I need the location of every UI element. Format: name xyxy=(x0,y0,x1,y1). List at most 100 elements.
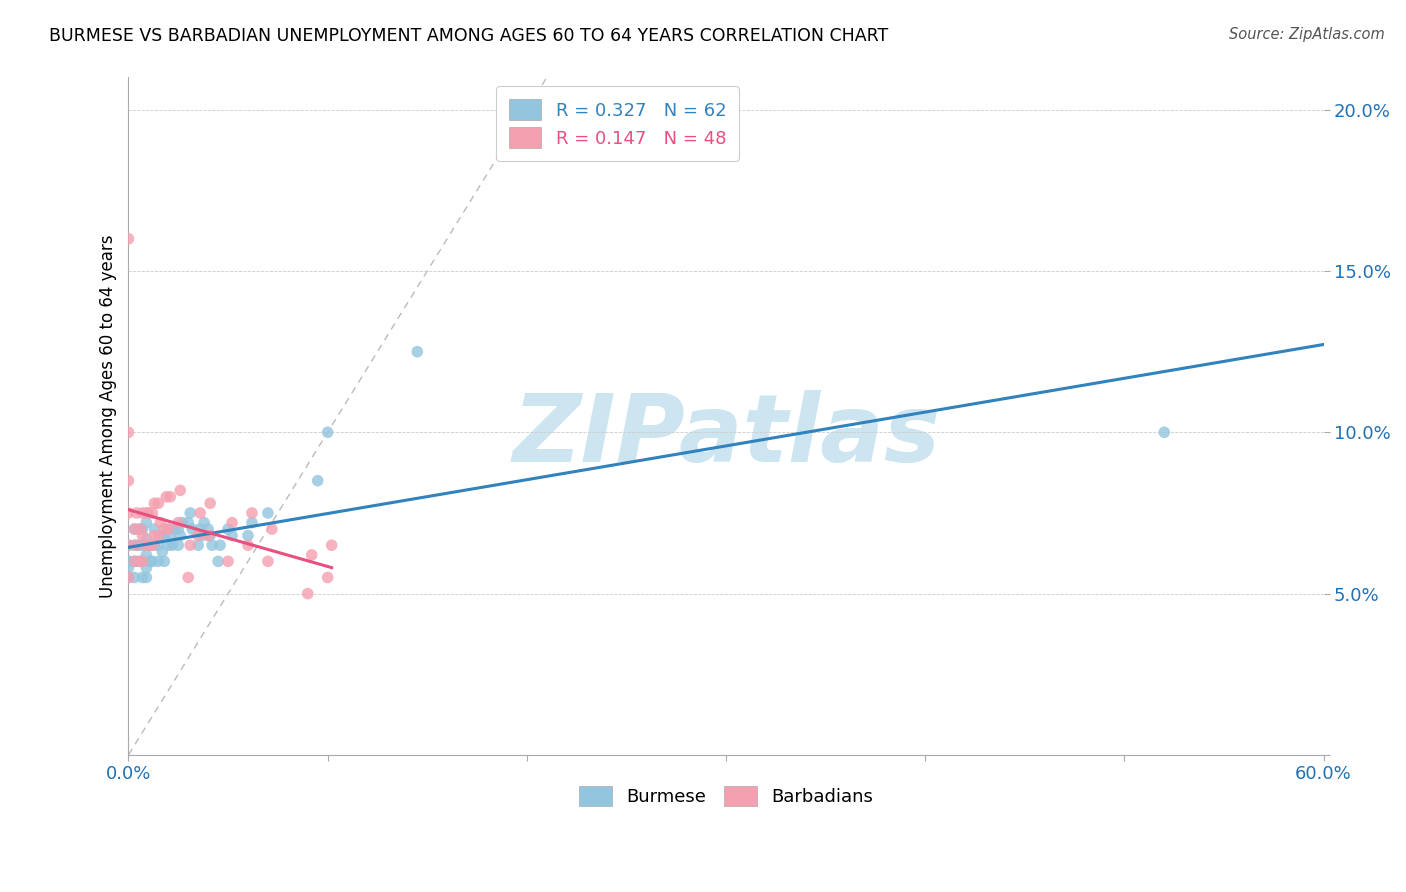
Point xyxy=(117,570,139,584)
Point xyxy=(117,554,139,568)
Point xyxy=(124,538,146,552)
Point xyxy=(125,538,148,552)
Point xyxy=(177,570,200,584)
Y-axis label: Unemployment Among Ages 60 to 64 years: Unemployment Among Ages 60 to 64 years xyxy=(100,235,117,598)
Point xyxy=(131,538,153,552)
Point xyxy=(197,522,219,536)
Point xyxy=(181,522,204,536)
Point xyxy=(124,554,146,568)
Point xyxy=(153,528,176,542)
Point xyxy=(124,522,146,536)
Point xyxy=(143,522,166,536)
Point xyxy=(127,522,149,536)
Point xyxy=(143,528,166,542)
Point xyxy=(163,522,186,536)
Point xyxy=(131,554,153,568)
Point xyxy=(117,474,139,488)
Point xyxy=(131,554,153,568)
Point xyxy=(217,554,239,568)
Point xyxy=(179,506,201,520)
Point xyxy=(148,538,170,552)
Point xyxy=(201,538,224,552)
Point xyxy=(240,516,263,530)
Point xyxy=(143,496,166,510)
Point xyxy=(188,522,211,536)
Point xyxy=(257,554,280,568)
Point xyxy=(117,554,139,568)
Point xyxy=(257,506,280,520)
Point xyxy=(193,516,215,530)
Text: Source: ZipAtlas.com: Source: ZipAtlas.com xyxy=(1229,27,1385,42)
Legend: Burmese, Barbadians: Burmese, Barbadians xyxy=(572,779,880,814)
Point xyxy=(139,538,162,552)
Point xyxy=(167,538,190,552)
Point xyxy=(135,538,157,552)
Point xyxy=(117,570,139,584)
Point xyxy=(155,490,177,504)
Point xyxy=(131,570,153,584)
Point xyxy=(117,538,139,552)
Point xyxy=(162,538,184,552)
Point xyxy=(301,548,323,562)
Point xyxy=(117,232,139,246)
Point xyxy=(143,538,166,552)
Point xyxy=(307,474,329,488)
Point xyxy=(172,516,194,530)
Point xyxy=(159,490,181,504)
Point xyxy=(157,522,180,536)
Point xyxy=(148,554,170,568)
Point xyxy=(316,425,339,440)
Point xyxy=(117,561,139,575)
Point xyxy=(209,538,232,552)
Point xyxy=(131,506,153,520)
Point xyxy=(150,544,173,558)
Point xyxy=(135,548,157,562)
Point xyxy=(157,522,180,536)
Point xyxy=(139,554,162,568)
Point xyxy=(207,554,229,568)
Point xyxy=(131,522,153,536)
Point xyxy=(260,522,283,536)
Point xyxy=(141,506,163,520)
Point xyxy=(187,528,209,542)
Point xyxy=(221,516,243,530)
Point xyxy=(157,538,180,552)
Point xyxy=(124,554,146,568)
Point xyxy=(135,561,157,575)
Point xyxy=(117,506,139,520)
Point xyxy=(138,538,160,552)
Point xyxy=(141,538,163,552)
Point xyxy=(141,554,163,568)
Point xyxy=(169,528,191,542)
Point xyxy=(135,516,157,530)
Point xyxy=(217,522,239,536)
Point xyxy=(148,496,170,510)
Point xyxy=(191,528,214,542)
Point xyxy=(117,538,139,552)
Point xyxy=(188,506,211,520)
Point xyxy=(179,538,201,552)
Point xyxy=(131,528,153,542)
Point xyxy=(153,522,176,536)
Point xyxy=(124,522,146,536)
Point xyxy=(236,528,259,542)
Point xyxy=(240,506,263,520)
Point xyxy=(406,344,429,359)
Point xyxy=(153,554,176,568)
Point xyxy=(1153,425,1175,440)
Point xyxy=(167,516,190,530)
Point xyxy=(198,528,221,542)
Point xyxy=(148,528,170,542)
Point xyxy=(124,570,146,584)
Point xyxy=(127,538,149,552)
Text: BURMESE VS BARBADIAN UNEMPLOYMENT AMONG AGES 60 TO 64 YEARS CORRELATION CHART: BURMESE VS BARBADIAN UNEMPLOYMENT AMONG … xyxy=(49,27,889,45)
Point xyxy=(159,528,181,542)
Point xyxy=(316,570,339,584)
Point xyxy=(297,586,319,600)
Point xyxy=(169,483,191,498)
Point xyxy=(187,538,209,552)
Point xyxy=(138,506,160,520)
Point xyxy=(149,516,172,530)
Point xyxy=(236,538,259,552)
Point xyxy=(177,516,200,530)
